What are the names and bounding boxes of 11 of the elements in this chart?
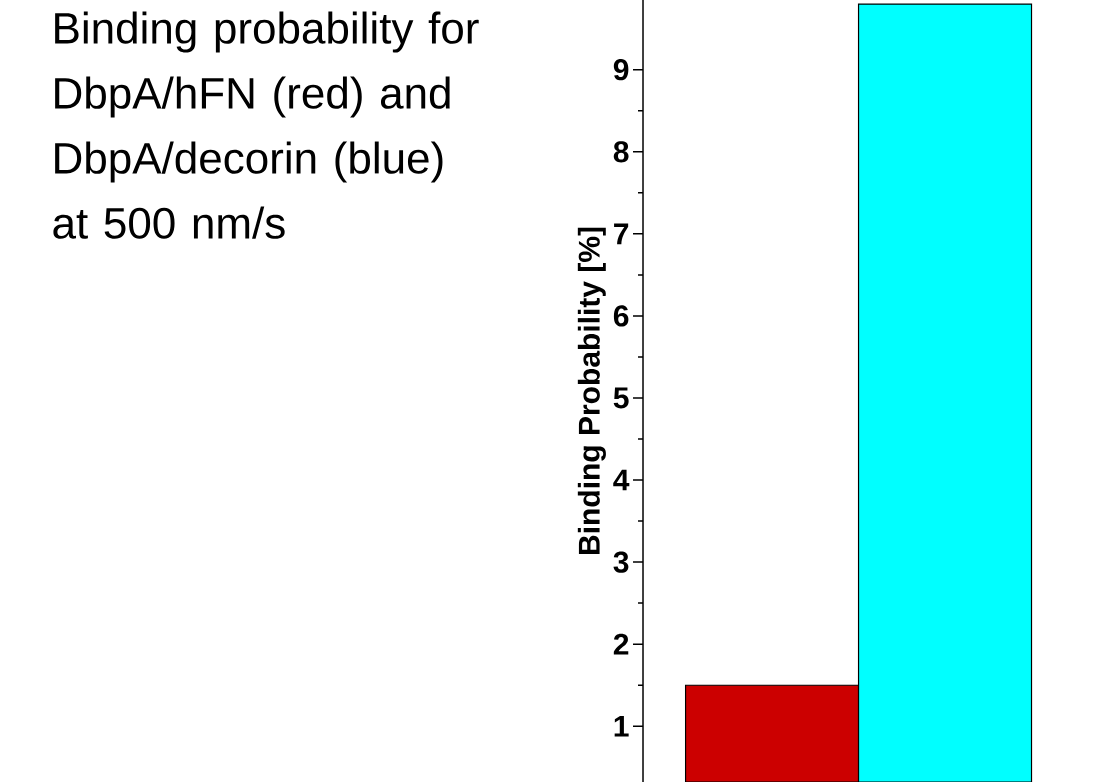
y-axis-title: Binding Probability [%] xyxy=(577,227,606,554)
y-tick-label: 5 xyxy=(613,387,629,409)
y-tick-label: 9 xyxy=(613,59,629,81)
y-tick-label: 2 xyxy=(613,633,629,655)
text: Binding probability for DbpA/hFN (red) and DbpA/decorin (blue) at 500 nm/s xyxy=(53,11,479,239)
y-tick-label: 6 xyxy=(613,305,629,327)
y-tick-label: 1 xyxy=(614,715,629,737)
y-tick-label: 7 xyxy=(614,223,629,245)
y-tick-label: 4 xyxy=(613,469,630,491)
y-tick-label: 8 xyxy=(613,141,629,163)
y-tick-label: 3 xyxy=(613,551,629,573)
